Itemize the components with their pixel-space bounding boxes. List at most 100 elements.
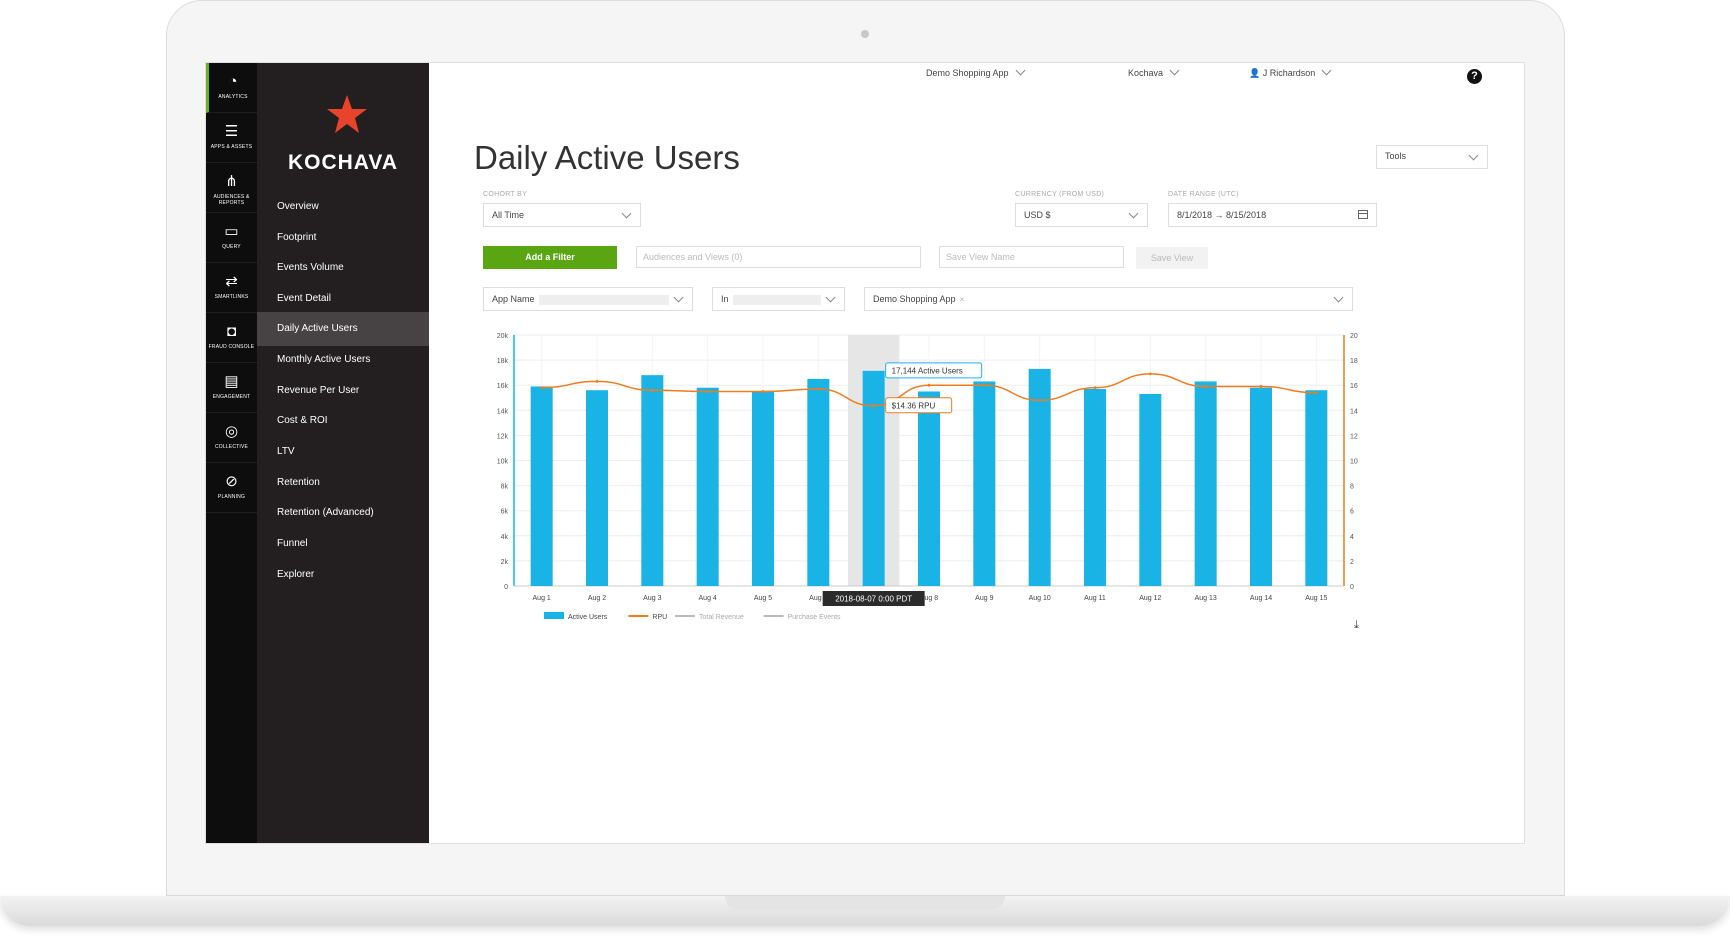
audiences-views-field[interactable]: Audiences and Views (0) xyxy=(636,246,921,268)
currency-select[interactable]: USD $ xyxy=(1015,203,1148,227)
iconbar-label: ANALYTICS xyxy=(218,94,248,100)
sidebar-item-daily-active-users[interactable]: Daily Active Users xyxy=(257,312,429,346)
account-switcher[interactable]: Kochava xyxy=(1128,65,1180,78)
y-right-tick-label: 6 xyxy=(1350,509,1354,516)
brand-name: KOCHAVA xyxy=(287,151,399,174)
legend-label: Purchase Events xyxy=(788,614,841,621)
iconbar-collective[interactable]: ◎ COLLECTIVE xyxy=(206,413,257,463)
collective-icon: ◎ xyxy=(224,423,239,440)
bar-active-users xyxy=(1194,381,1217,586)
bar-active-users xyxy=(1305,390,1328,586)
iconbar-fraud-console[interactable]: ◘ FRAUD CONSOLE xyxy=(206,313,257,363)
y-right-tick-label: 4 xyxy=(1350,534,1354,541)
sidebar-item-ltv[interactable]: LTV xyxy=(277,446,295,457)
app-switcher[interactable]: Demo Shopping App xyxy=(926,65,1026,78)
iconbar-smartlinks[interactable]: ⇄ SMARTLINKS xyxy=(206,263,257,313)
cohort-value: All Time xyxy=(492,210,525,220)
y-right-tick-label: 10 xyxy=(1350,459,1358,466)
bar-active-users xyxy=(1250,387,1272,586)
sidebar-item-events-volume[interactable]: Events Volume xyxy=(277,262,344,273)
y-left-tick-label: 6k xyxy=(501,509,509,516)
sidebar-item-monthly-active-users[interactable]: Monthly Active Users xyxy=(277,354,371,365)
tools-dropdown[interactable]: Tools xyxy=(1376,145,1488,169)
remove-tag-icon[interactable]: × xyxy=(959,295,965,304)
rpu-point xyxy=(872,404,876,408)
tools-label: Tools xyxy=(1385,151,1407,161)
user-icon: 👤 xyxy=(1249,68,1261,78)
save-view-button[interactable]: Save View xyxy=(1136,247,1208,269)
query-icon: ▭ xyxy=(224,223,239,240)
laptop-notch xyxy=(725,896,1005,910)
y-left-tick-label: 14k xyxy=(497,408,509,415)
filter-field-select[interactable]: App Name xyxy=(483,287,693,311)
rpu-point xyxy=(650,388,654,392)
rpu-point xyxy=(816,387,820,391)
rpu-point xyxy=(595,380,599,383)
iconbar-label: QUERY xyxy=(222,244,241,250)
x-tick-label: Aug 3 xyxy=(643,595,661,602)
x-tick-label: Aug 9 xyxy=(975,595,993,602)
sidebar-item-event-detail[interactable]: Event Detail xyxy=(277,293,331,304)
main-content: Demo Shopping App Kochava 👤 J Richardson… xyxy=(429,63,1524,843)
bar-active-users xyxy=(696,387,719,586)
y-right-tick-label: 8 xyxy=(1350,484,1354,491)
x-tick-label: Aug 8 xyxy=(920,595,938,602)
date-range-label: DATE RANGE (UTC) xyxy=(1168,191,1239,198)
rpu-point xyxy=(540,386,544,390)
link-icon: ⇄ xyxy=(225,273,238,290)
cohort-label: COHORT BY xyxy=(483,191,528,198)
iconbar-label: AUDIENCES & REPORTS xyxy=(213,194,250,206)
sidebar-item-revenue-per-user[interactable]: Revenue Per User xyxy=(277,385,360,396)
legend-label: Total Revenue xyxy=(699,614,744,621)
chevron-down-icon xyxy=(621,208,632,219)
legend-swatch xyxy=(544,612,564,619)
y-right-tick-label: 0 xyxy=(1350,584,1354,591)
chat-icon: ▤ xyxy=(224,373,239,390)
currency-value: USD $ xyxy=(1024,210,1051,220)
iconbar-label: SMARTLINKS xyxy=(214,294,249,300)
iconbar-engagement[interactable]: ▤ ENGAGEMENT xyxy=(206,363,257,413)
sidebar-item-overview[interactable]: Overview xyxy=(277,201,319,212)
hierarchy-icon: ⋔ xyxy=(225,173,238,190)
chevron-down-icon xyxy=(1468,150,1479,161)
sidebar-item-cost-roi[interactable]: Cost & ROI xyxy=(277,415,328,426)
date-range-input[interactable]: 8/1/2018 → 8/15/2018 xyxy=(1168,203,1377,227)
help-icon[interactable]: ? xyxy=(1467,69,1482,84)
x-tick-label: Aug 12 xyxy=(1139,595,1161,602)
filter-operator-select[interactable]: In xyxy=(712,287,845,311)
add-filter-button[interactable]: Add a Filter xyxy=(483,246,617,269)
chevron-down-icon xyxy=(1015,65,1026,76)
rpu-point xyxy=(1314,391,1318,395)
app-switcher-label: Demo Shopping App xyxy=(926,68,1009,78)
sidebar-item-retention[interactable]: Retention xyxy=(277,477,320,488)
cohort-select[interactable]: All Time xyxy=(483,203,641,227)
iconbar-planning[interactable]: ⊘ PLANNING xyxy=(206,463,257,513)
sidebar-item-footprint[interactable]: Footprint xyxy=(277,232,317,243)
y-left-tick-label: 10k xyxy=(497,459,509,466)
list-icon: ☰ xyxy=(224,123,239,140)
sidebar: KOCHAVA Overview Footprint Events Volume… xyxy=(257,63,429,843)
rpu-point xyxy=(1038,398,1042,402)
save-view-name-input[interactable]: Save View Name xyxy=(939,246,1124,268)
filter-value-tag: Demo Shopping App xyxy=(873,294,956,304)
x-tick-label: Aug 1 xyxy=(533,595,551,602)
sidebar-item-funnel[interactable]: Funnel xyxy=(277,538,308,549)
iconbar-audiences-reports[interactable]: ⋔ AUDIENCES & REPORTS xyxy=(206,163,257,213)
filter-value-select[interactable]: Demo Shopping App × xyxy=(864,287,1353,311)
iconbar-query[interactable]: ▭ QUERY xyxy=(206,213,257,263)
iconbar-apps-assets[interactable]: ☰ APPS & ASSETS xyxy=(206,113,257,163)
y-right-tick-label: 18 xyxy=(1350,358,1358,365)
y-right-tick-label: 20 xyxy=(1350,333,1358,340)
sidebar-item-retention-advanced[interactable]: Retention (Advanced) xyxy=(277,507,374,518)
x-tick-label: Aug 6 xyxy=(809,595,827,602)
sidebar-item-explorer[interactable]: Explorer xyxy=(277,569,315,580)
download-icon[interactable]: ⤓ xyxy=(1354,619,1359,631)
x-tick-label: Aug 4 xyxy=(699,595,717,602)
y-left-tick-label: 16k xyxy=(497,383,509,390)
user-menu[interactable]: 👤 J Richardson xyxy=(1249,65,1332,79)
y-right-tick-label: 12 xyxy=(1350,433,1358,440)
chevron-down-icon xyxy=(825,292,836,303)
iconbar-analytics[interactable]: ◔ ANALYTICS xyxy=(206,63,257,113)
bar-active-users xyxy=(586,390,608,586)
planning-icon: ⊘ xyxy=(225,473,238,490)
